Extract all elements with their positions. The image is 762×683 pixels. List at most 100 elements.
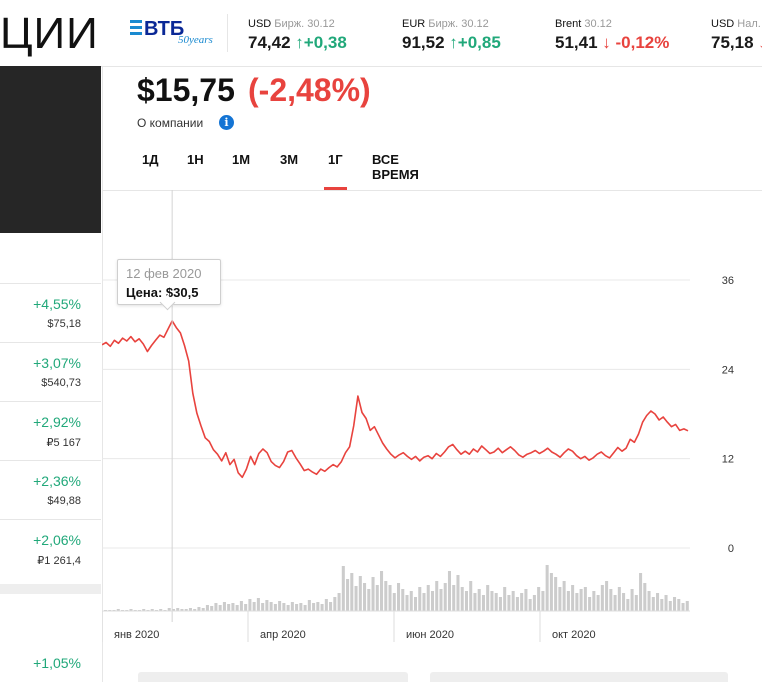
volume-bar	[545, 565, 549, 611]
volume-bar	[596, 595, 600, 611]
price-chart[interactable]: 0 12 24 36 янв 2020 апр 2020 июн 2020 окт 2020	[102, 190, 762, 650]
quote-change: -0,12%	[615, 33, 670, 52]
list-item[interactable]: +1,05%	[0, 643, 101, 683]
vtb-logo[interactable]: ВТБ 50years	[130, 14, 213, 50]
left-list-divider	[0, 584, 101, 594]
quote-usd-exchange[interactable]: USD Бирж. 30.12 74,42 ↑+0,38	[248, 18, 347, 53]
list-item[interactable]: +4,55% $75,18	[0, 284, 101, 343]
about-company-link[interactable]: О компании	[137, 116, 204, 130]
volume-bar	[320, 604, 324, 611]
quote-brent[interactable]: Brent 30.12 51,41 ↓ -0,12%	[555, 18, 669, 53]
volume-bar	[329, 602, 333, 611]
volume-bar	[316, 602, 320, 611]
volume-bar	[528, 599, 532, 611]
quote-value: 74,42	[248, 33, 291, 52]
volume-bar	[575, 593, 579, 611]
left-column	[0, 66, 103, 682]
arrow-up-icon: ↑	[295, 33, 304, 52]
volume-bar	[384, 581, 388, 611]
quote-usd-cash[interactable]: USD Нал. 75,18 ↓	[711, 18, 762, 53]
volume-bar	[511, 591, 515, 611]
volume-bar	[643, 583, 647, 611]
volume-bar	[129, 609, 133, 611]
volume-bar	[397, 583, 401, 611]
quote-change: +0,38	[303, 33, 347, 52]
volume-bar	[452, 585, 456, 611]
volume-bar	[205, 605, 209, 611]
tooltip-date: 12 фев 2020	[126, 266, 202, 281]
volume-bar	[388, 585, 392, 611]
tab-3m[interactable]: 3М	[280, 152, 299, 167]
top-header	[0, 0, 762, 67]
volume-bar	[503, 587, 507, 611]
volume-bar	[167, 608, 171, 611]
volume-bar	[409, 591, 413, 611]
tab-1m[interactable]: 1М	[232, 152, 251, 167]
tabs-divider	[102, 190, 762, 191]
y-tick-label: 12	[722, 454, 734, 466]
list-item-change: +3,07%	[33, 355, 81, 371]
volume-bar	[341, 566, 345, 611]
tab-1y[interactable]: 1Г	[324, 152, 347, 190]
tab-all-time[interactable]: ВСЕ ВРЕМЯ	[372, 152, 419, 182]
tab-1w[interactable]: 1Н	[187, 152, 204, 167]
x-tick-label: окт 2020	[552, 629, 596, 641]
quote-value: 51,41	[555, 33, 598, 52]
volume-bar	[469, 581, 473, 611]
volume-bar	[286, 605, 290, 611]
quote-sub: Нал.	[737, 18, 761, 30]
volume-bar	[116, 609, 120, 611]
volume-bar	[299, 603, 303, 611]
volume-bar	[231, 603, 235, 611]
volume-bar	[566, 591, 570, 611]
quote-eur-exchange[interactable]: EUR Бирж. 30.12 91,52 ↑+0,85	[402, 18, 501, 53]
volume-bar	[622, 593, 626, 611]
volume-bar	[498, 597, 502, 611]
volume-bar	[668, 601, 672, 611]
volume-bar	[617, 587, 621, 611]
tab-1d[interactable]: 1Д	[142, 152, 159, 167]
volume-bar	[358, 576, 362, 611]
list-item-change: +2,06%	[33, 532, 81, 548]
volume-bar	[235, 605, 239, 611]
info-icon[interactable]: i	[219, 115, 234, 130]
volume-bar	[664, 595, 668, 611]
volume-bar	[677, 599, 681, 611]
volume-bar	[647, 591, 651, 611]
volume-bar	[214, 603, 218, 611]
y-tick-label: 0	[728, 543, 734, 555]
volume-bar	[184, 609, 188, 611]
list-item[interactable]: +3,07% $540,73	[0, 343, 101, 402]
vtb-logo-sub: 50years	[178, 34, 213, 46]
volume-bar	[486, 585, 490, 611]
volume-bar	[252, 602, 256, 611]
page-title: ЦИИ	[0, 9, 99, 58]
volume-bar	[681, 603, 685, 611]
volume-bar	[337, 593, 341, 611]
list-item[interactable]: +2,06% ₽1 261,4	[0, 520, 101, 578]
volume-bar	[447, 571, 452, 611]
volume-bar	[579, 589, 583, 611]
list-item[interactable]: +2,92% ₽5 167	[0, 402, 101, 461]
bottom-card	[138, 672, 408, 682]
volume-bar	[222, 602, 226, 611]
volume-bar	[239, 601, 243, 611]
volume-bar	[375, 585, 379, 611]
volume-bar	[171, 609, 175, 611]
list-item-change: +4,55%	[33, 296, 81, 312]
list-item-price: $75,18	[47, 318, 81, 330]
volume-bar	[269, 602, 273, 611]
list-item[interactable]: +2,36% $49,88	[0, 461, 101, 520]
volume-bar	[422, 593, 426, 611]
volume-bar	[685, 601, 689, 611]
volume-bar	[554, 577, 558, 611]
quote-value: 91,52	[402, 33, 445, 52]
list-item-change: +1,05%	[33, 655, 81, 671]
volume-bar	[626, 599, 630, 611]
volume-bar	[218, 605, 222, 611]
volume-bar	[443, 583, 447, 611]
volume-bar	[456, 575, 460, 611]
arrow-down-icon: ↓	[758, 33, 762, 52]
x-tick-label: июн 2020	[406, 629, 454, 641]
volume-bar	[367, 589, 371, 611]
